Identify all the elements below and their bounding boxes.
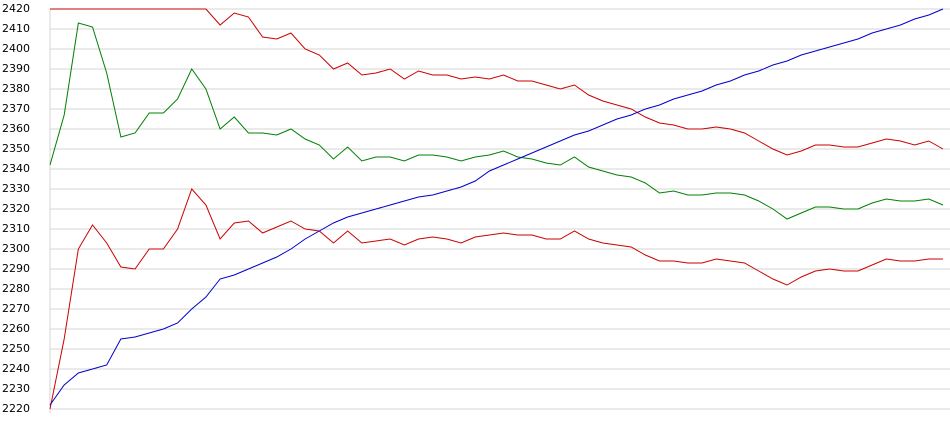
series-line [49, 188, 943, 410]
y-tick-label: 2300 [2, 242, 30, 255]
y-tick-label: 2230 [2, 382, 30, 395]
y-tick-label: 2340 [2, 162, 30, 175]
series-line [50, 8, 944, 156]
y-tick-label: 2290 [2, 262, 30, 275]
y-tick-label: 2390 [2, 62, 30, 75]
y-tick-label: 2350 [2, 142, 30, 155]
y-tick-label: 2320 [2, 202, 30, 215]
y-tick-label: 2370 [2, 102, 30, 115]
y-tick-label: 2270 [2, 302, 30, 315]
y-tick-label: 2280 [2, 282, 30, 295]
y-tick-label: 2260 [2, 322, 30, 335]
series-line [49, 8, 944, 406]
y-tick-label: 2310 [2, 222, 30, 235]
y-tick-label: 2420 [2, 2, 30, 15]
y-tick-label: 2410 [2, 22, 30, 35]
y-tick-label: 2330 [2, 182, 30, 195]
y-tick-label: 2220 [2, 402, 30, 415]
y-tick-label: 2360 [2, 122, 30, 135]
y-tick-label: 2400 [2, 42, 30, 55]
series-line [49, 22, 944, 220]
y-tick-label: 2380 [2, 82, 30, 95]
y-tick-label: 2240 [2, 362, 30, 375]
y-tick-label: 2250 [2, 342, 30, 355]
